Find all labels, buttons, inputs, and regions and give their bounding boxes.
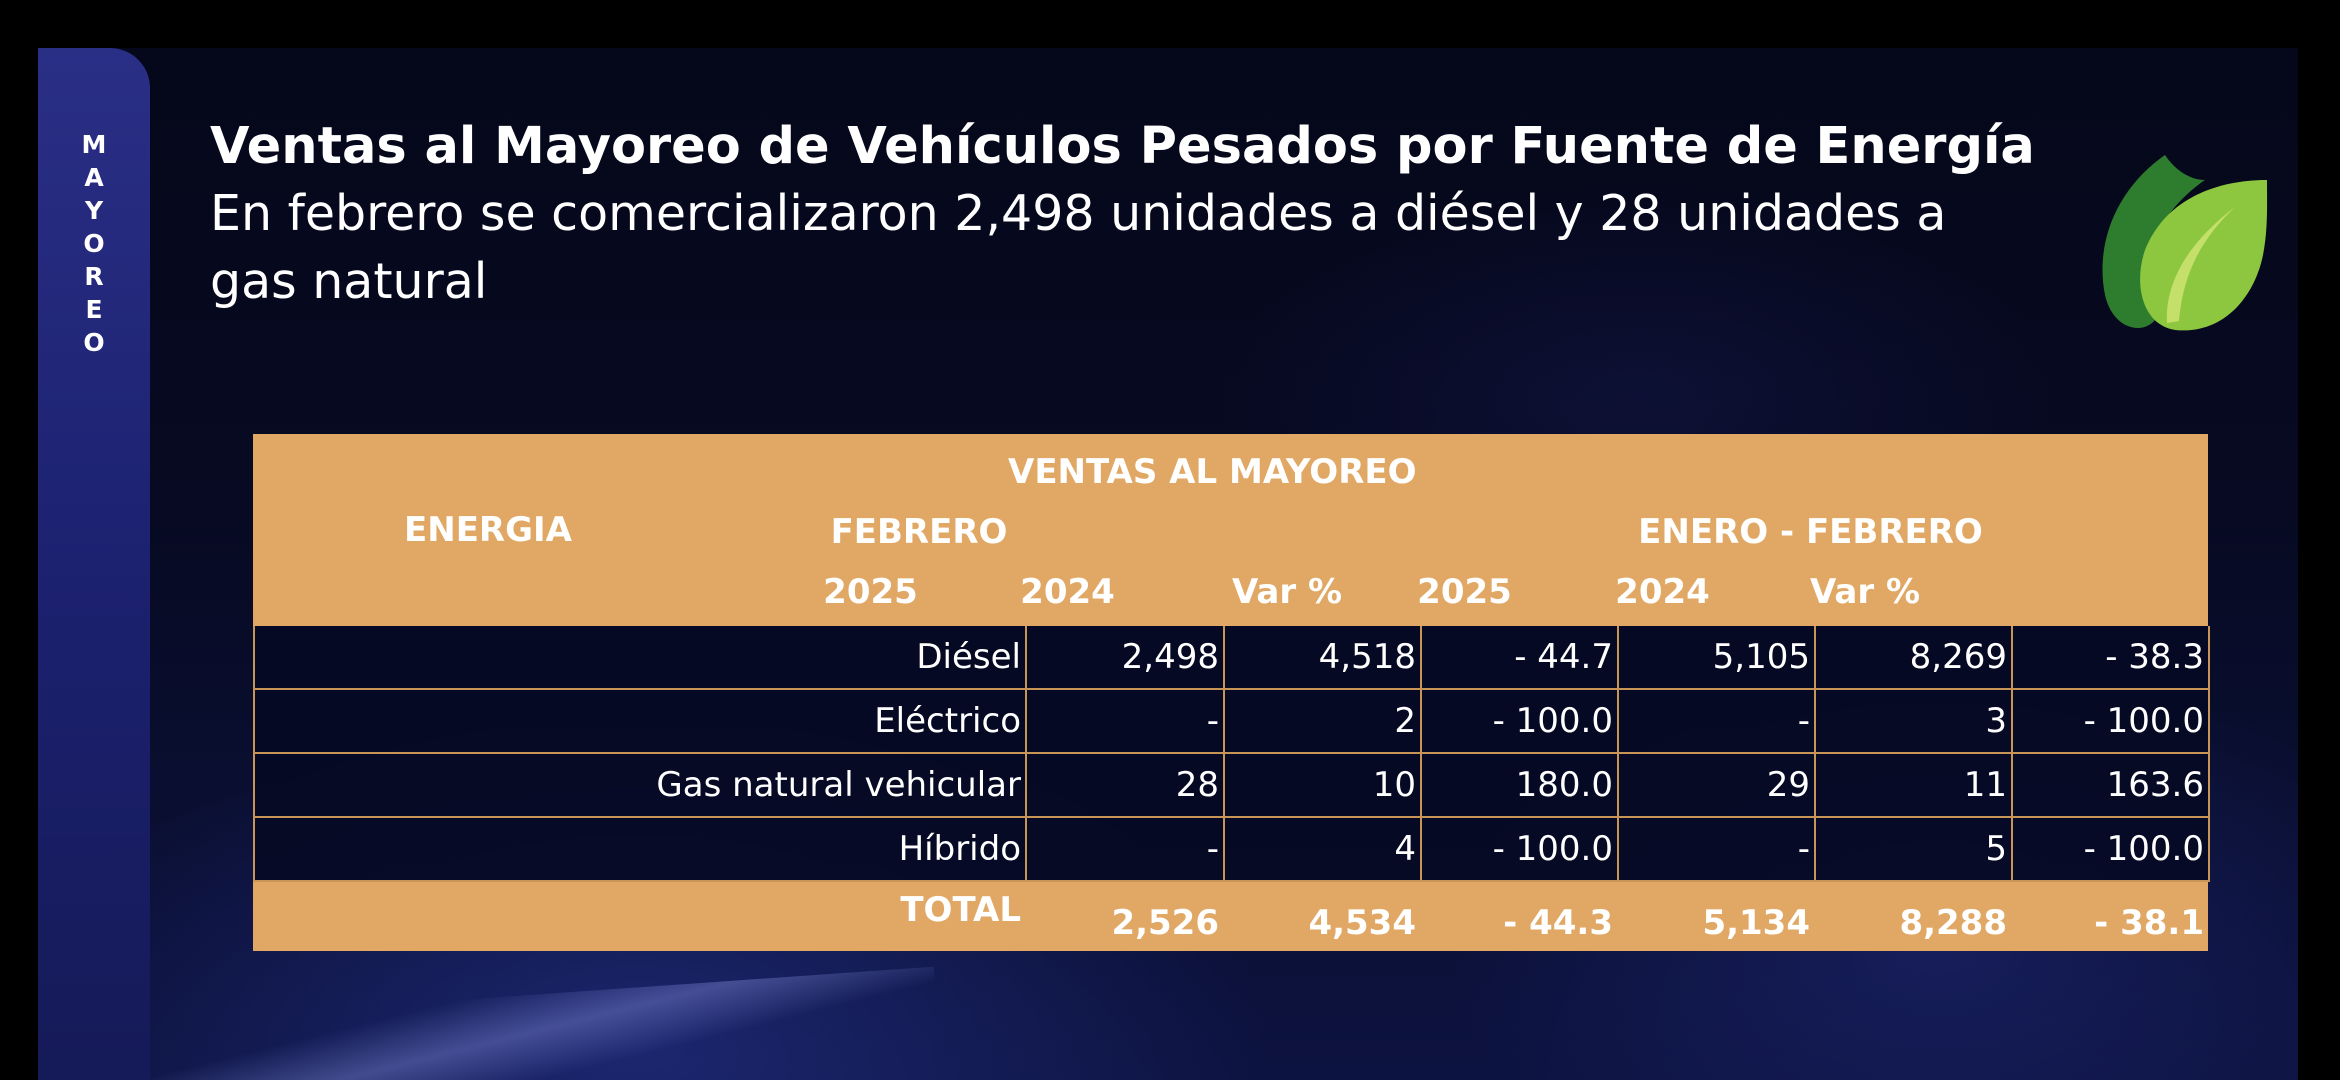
side-letter: E [85,295,103,324]
table-body: Diésel 2,498 4,518- 44.7 5,105 8,269- 38.3 El… [253,626,2210,882]
total-label: TOTAL [900,890,1021,930]
side-letter: R [84,262,104,291]
table-row: Híbrido -4- 100.0-5- 100.0 [255,818,2210,882]
leaf-back [2102,155,2205,328]
row-value: 5 [1816,818,2013,880]
side-tab [38,48,150,1080]
row-value: - 100.0 [1422,690,1619,752]
table-total-row: TOTAL 2,526 4,534 - 44.3 5,134 8,288 - 38.1 [253,882,2208,951]
total-value: 8,288 [1899,903,2007,943]
row-value: 4 [1225,818,1422,880]
row-value: 4,518 [1225,626,1422,688]
row-value: - 44.7 [1422,626,1619,688]
total-value: - 44.3 [1503,903,1613,943]
row-value: - 100.0 [1422,818,1619,880]
col-header: Var % [1231,572,1343,612]
side-letter: M [81,130,107,159]
row-value: - 100.0 [2013,690,2210,752]
leaf-highlight [2166,207,2235,323]
table-row: Eléctrico -2- 100.0-3- 100.0 [255,690,2210,754]
row-label: Eléctrico [255,690,1027,752]
row-value: - 100.0 [2013,818,2210,880]
total-value: 5,134 [1702,903,1810,943]
table-row: Diésel 2,498 4,518- 44.7 5,105 8,269- 38.3 [255,626,2210,690]
row-value: 2,498 [1027,626,1225,688]
row-value: 29 [1619,754,1816,816]
row-value: 11 [1816,754,2013,816]
row-value: 3 [1816,690,2013,752]
super-header: VENTAS AL MAYOREO [1008,452,1417,492]
row-value: - [1619,818,1816,880]
slide-title: Ventas al Mayoreo de Vehículos Pesados p… [210,117,2035,176]
total-value: - 38.1 [2094,903,2204,943]
row-value: - [1027,818,1225,880]
row-value: 8,269 [1816,626,2013,688]
side-letter: A [84,163,104,192]
side-label: M A Y O R E O [38,128,150,359]
leaf-icon [2102,155,2268,331]
row-label: Híbrido [255,818,1027,880]
group-header-febrero: FEBRERO [830,512,1008,552]
col-header: 2024 [1020,572,1115,612]
row-value: 163.6 [2013,754,2210,816]
side-letter: O [83,328,105,357]
side-letter: Y [84,196,104,225]
side-letter: O [83,229,105,258]
light-streak [38,966,941,1080]
row-value: 5,105 [1619,626,1816,688]
total-value: 4,534 [1308,903,1416,943]
table-header: VENTAS AL MAYOREO [253,434,2208,626]
group-header-enero-febrero: ENERO - FEBRERO [1638,512,1983,552]
row-label: Gas natural vehicular [255,754,1027,816]
row-value: 2 [1225,690,1422,752]
row-value: 10 [1225,754,1422,816]
slide-subtitle: En febrero se comercializaron 2,498 unid… [210,185,1947,310]
col-header: Var % [1809,572,1921,612]
row-label: Diésel [255,626,1027,688]
row-value: - [1619,690,1816,752]
col-header: 2025 [1417,572,1512,612]
col-header: 2025 [823,572,918,612]
col-header: 2024 [1615,572,1710,612]
row-value: 28 [1027,754,1225,816]
row-value: 180.0 [1422,754,1619,816]
energy-header: ENERGIA [404,510,572,550]
total-value: 2,526 [1111,903,1219,943]
row-value: - [1027,690,1225,752]
sales-table: VENTAS AL MAYOREO [253,434,2210,951]
row-value: - 38.3 [2013,626,2210,688]
table-row: Gas natural vehicular 28 10 180.0 29 11 163.6 [255,754,2210,818]
